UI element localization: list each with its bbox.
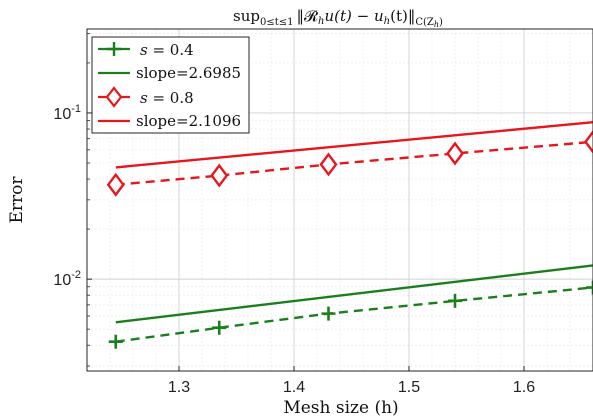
plus-marker xyxy=(212,320,227,335)
x-tick-label: 1.6 xyxy=(513,379,535,396)
diamond-marker xyxy=(319,152,338,177)
ticks: 1.3 1.4 1.5 1.6 10-2 10-1 xyxy=(53,33,535,396)
series-line xyxy=(115,121,593,169)
diamond-marker xyxy=(210,163,229,188)
plus-marker xyxy=(586,280,593,295)
svg-text:s = 0.8: s = 0.8 xyxy=(140,89,194,107)
x-tick-label: 1.3 xyxy=(168,379,190,396)
legend-entry-s04: s = 0.4 xyxy=(98,41,194,59)
legend: s = 0.4 slope=2.6985 s = 0.8 slope=2.109… xyxy=(91,36,250,134)
series-3 xyxy=(115,121,593,169)
series-2 xyxy=(106,129,593,197)
plus-marker-icon xyxy=(107,42,121,56)
svg-text:slope=2.1096: slope=2.1096 xyxy=(136,112,241,130)
plus-marker xyxy=(108,334,123,349)
plus-marker xyxy=(448,293,462,308)
plus-marker xyxy=(321,306,336,321)
legend-entry-s08: s = 0.8 xyxy=(98,86,194,108)
series-1 xyxy=(115,264,593,324)
diamond-marker-icon xyxy=(105,86,123,108)
y-tick-label: 10-2 xyxy=(53,269,81,289)
chart-title: sup0≤t≤1 ‖𝓡hu(t) − uh(t)‖C(Zh) xyxy=(233,7,443,29)
series-line xyxy=(115,264,593,324)
legend-entry-slope-green: slope=2.6985 xyxy=(98,64,241,82)
svg-text:s = 0.4: s = 0.4 xyxy=(140,41,194,59)
x-tick-label: 1.4 xyxy=(283,379,305,396)
x-tick-label: 1.5 xyxy=(398,379,420,396)
diamond-marker xyxy=(106,172,125,197)
svg-text:slope=2.6985: slope=2.6985 xyxy=(136,64,241,82)
y-axis-label: Error xyxy=(7,176,27,224)
series-layer xyxy=(106,121,593,349)
diamond-marker xyxy=(584,129,593,154)
legend-box xyxy=(91,36,250,134)
diamond-marker xyxy=(446,141,464,166)
x-axis-label: Mesh size (h) xyxy=(283,398,398,418)
legend-entry-slope-red: slope=2.1096 xyxy=(98,112,241,130)
y-tick-label: 10-1 xyxy=(53,103,81,123)
series-0 xyxy=(108,280,593,349)
